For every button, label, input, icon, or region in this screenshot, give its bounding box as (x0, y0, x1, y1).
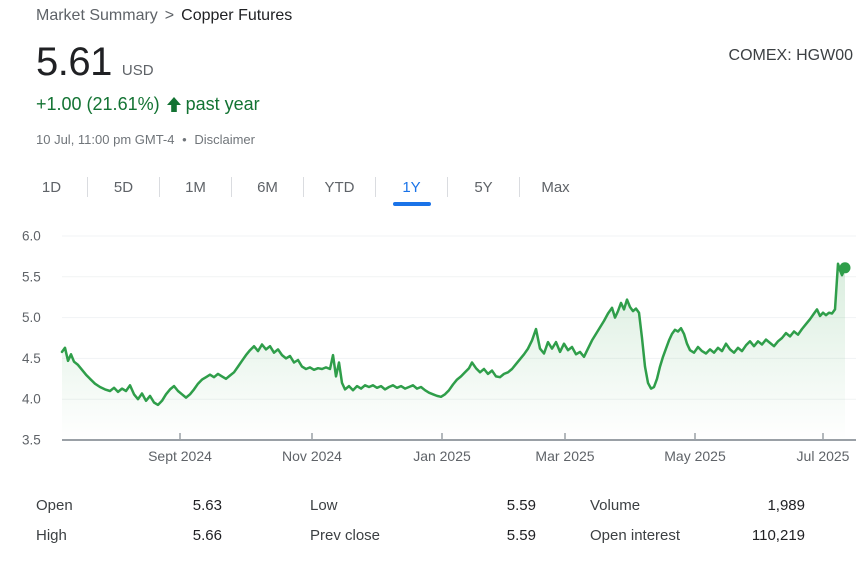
stat-value: 1,989 (767, 496, 805, 514)
tab-5d[interactable]: 5D (88, 170, 159, 204)
current-price: 5.61 (36, 40, 112, 84)
y-axis-label: 4.5 (22, 351, 41, 366)
y-axis-label: 5.0 (22, 310, 41, 325)
tab-1y[interactable]: 1Y (376, 170, 447, 204)
stat-label: High (36, 526, 67, 544)
x-axis-label: May 2025 (664, 448, 726, 464)
x-axis-label: Nov 2024 (282, 448, 342, 464)
price-area-fill (62, 263, 845, 440)
price-chart[interactable]: 6.0 5.5 5.0 4.5 4.0 3.5 Sept 2024 Nov 2024 Jan 2… (0, 222, 864, 472)
breadcrumb-current: Copper Futures (181, 7, 293, 24)
tab-1d[interactable]: 1D (16, 170, 87, 204)
stats-grid: Open 5.63 High 5.66 Low 5.59 Prev close 5.59 Vol… (36, 490, 846, 552)
breadcrumb-market-summary[interactable]: Market Summary (36, 7, 158, 24)
tab-ytd[interactable]: YTD (304, 170, 375, 204)
meta-separator: • (182, 132, 187, 147)
stat-label: Volume (590, 496, 641, 514)
x-axis-label: Mar 2025 (535, 448, 594, 464)
change-period: past year (185, 94, 260, 114)
stat-label: Prev close (310, 526, 381, 544)
stat-column: Low 5.59 Prev close 5.59 (310, 490, 536, 550)
stat-value: 5.66 (192, 526, 222, 544)
y-axis-label: 4.0 (22, 392, 41, 407)
stat-row-open: Open 5.63 (36, 490, 222, 520)
price-change: +1.00 (21.61%) past year (36, 94, 260, 115)
x-axis-label: Jul 2025 (797, 448, 850, 464)
tab-6m[interactable]: 6M (232, 170, 303, 204)
tab-divider (231, 177, 232, 197)
exchange-symbol: COMEX: HGW00 (728, 47, 853, 64)
up-arrow-icon (166, 97, 181, 112)
stat-column: Open 5.63 High 5.66 (36, 490, 222, 550)
tab-1m[interactable]: 1M (160, 170, 231, 204)
tab-divider (159, 177, 160, 197)
current-price-dot (839, 262, 851, 274)
stat-row-prev-close: Prev close 5.59 (310, 520, 536, 550)
disclaimer-link[interactable]: Disclaimer (194, 132, 255, 147)
y-axis-label: 6.0 (22, 229, 41, 244)
tab-divider (87, 177, 88, 197)
tab-max[interactable]: Max (520, 170, 591, 204)
range-tabs: 1D 5D 1M 6M YTD 1Y 5Y Max (16, 170, 591, 204)
stat-row-volume: Volume 1,989 (590, 490, 805, 520)
stat-row-low: Low 5.59 (310, 490, 536, 520)
stat-label: Low (310, 496, 338, 514)
tab-divider (519, 177, 520, 197)
stat-label: Open (36, 496, 73, 514)
tab-divider (447, 177, 448, 197)
stat-value: 5.63 (192, 496, 222, 514)
price-row: 5.61 USD (36, 40, 154, 84)
breadcrumb-separator: > (164, 7, 175, 24)
stat-row-high: High 5.66 (36, 520, 222, 550)
stat-label: Open interest (590, 526, 681, 544)
y-axis-label: 3.5 (22, 433, 41, 448)
stat-value: 5.59 (506, 526, 536, 544)
timestamp: 10 Jul, 11:00 pm GMT-4 (36, 132, 175, 147)
stat-column: Volume 1,989 Open interest 110,219 (590, 490, 805, 550)
currency-label: USD (121, 62, 154, 79)
x-axis-label: Jan 2025 (413, 448, 471, 464)
x-axis-label: Sept 2024 (148, 448, 212, 464)
breadcrumb: Market Summary > Copper Futures (36, 6, 292, 26)
stat-row-open-interest: Open interest 110,219 (590, 520, 805, 550)
change-text: +1.00 (21.61%) (36, 94, 160, 114)
stat-value: 5.59 (506, 496, 536, 514)
y-axis-label: 5.5 (22, 269, 41, 284)
stat-value: 110,219 (751, 526, 805, 544)
price-line (60, 262, 847, 407)
quote-meta: 10 Jul, 11:00 pm GMT-4 • Disclaimer (36, 132, 255, 147)
tab-5y[interactable]: 5Y (448, 170, 519, 204)
tab-divider (303, 177, 304, 197)
